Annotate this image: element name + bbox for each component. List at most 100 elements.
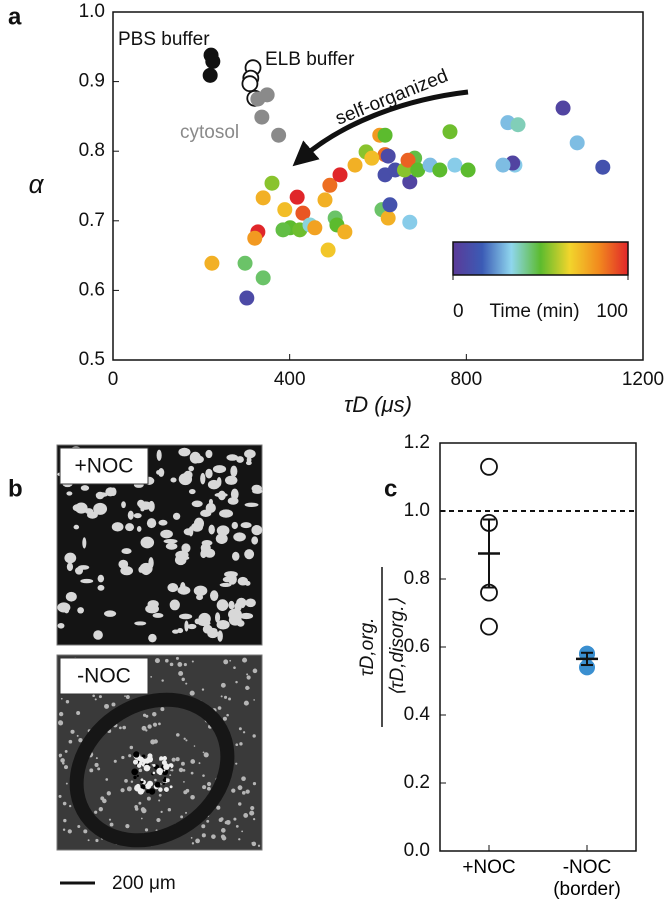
texture bbox=[118, 726, 122, 730]
texture bbox=[169, 662, 174, 667]
texture bbox=[191, 500, 203, 508]
texture bbox=[170, 477, 177, 483]
texture bbox=[138, 801, 142, 805]
texture bbox=[182, 768, 186, 772]
texture bbox=[77, 607, 84, 614]
texture bbox=[94, 810, 98, 814]
texture bbox=[144, 828, 149, 832]
texture bbox=[146, 780, 154, 787]
point bbox=[271, 127, 287, 143]
texture bbox=[57, 602, 71, 613]
texture bbox=[251, 484, 262, 493]
point bbox=[320, 242, 336, 258]
texture bbox=[125, 523, 135, 532]
texture bbox=[205, 468, 213, 479]
label-box bbox=[59, 657, 149, 695]
texture bbox=[63, 818, 67, 823]
point bbox=[400, 152, 416, 168]
texture bbox=[178, 613, 193, 620]
texture bbox=[235, 762, 238, 765]
point bbox=[442, 124, 458, 140]
texture bbox=[226, 454, 239, 461]
texture bbox=[95, 491, 105, 500]
y-tick-label: 0.9 bbox=[79, 71, 105, 92]
plot-frame bbox=[112, 11, 644, 361]
texture bbox=[86, 511, 98, 519]
texture bbox=[133, 775, 137, 780]
texture bbox=[156, 817, 161, 823]
texture bbox=[219, 582, 232, 587]
x-tick-label: 1200 bbox=[622, 369, 664, 390]
texture bbox=[175, 757, 180, 762]
texture bbox=[109, 822, 114, 827]
texture bbox=[68, 739, 73, 744]
point bbox=[480, 617, 498, 636]
texture bbox=[152, 771, 156, 775]
y-tick-label: 0.8 bbox=[404, 568, 430, 589]
texture bbox=[233, 817, 237, 821]
texture bbox=[73, 524, 80, 530]
texture bbox=[250, 805, 255, 811]
texture bbox=[190, 759, 196, 764]
colorbar-tick-label: 100 bbox=[596, 301, 628, 322]
texture bbox=[238, 727, 242, 731]
texture bbox=[145, 604, 160, 614]
texture bbox=[98, 806, 103, 812]
texture bbox=[224, 571, 238, 578]
texture bbox=[140, 507, 145, 512]
texture bbox=[180, 582, 186, 594]
y-label-numerator: τD,org. bbox=[357, 618, 378, 677]
texture bbox=[146, 796, 151, 801]
texture bbox=[138, 768, 143, 773]
texture bbox=[65, 700, 70, 704]
texture bbox=[60, 697, 63, 700]
point bbox=[410, 162, 426, 178]
texture bbox=[222, 716, 227, 721]
texture bbox=[65, 782, 68, 785]
texture bbox=[230, 488, 239, 500]
texture bbox=[141, 754, 146, 758]
texture bbox=[158, 519, 168, 526]
texture bbox=[242, 657, 248, 663]
point bbox=[364, 150, 380, 166]
texture bbox=[229, 659, 232, 662]
texture bbox=[158, 787, 163, 792]
point bbox=[250, 91, 266, 107]
x-tick-label: 800 bbox=[450, 369, 482, 390]
texture bbox=[252, 781, 257, 786]
texture bbox=[128, 754, 132, 758]
texture bbox=[226, 713, 229, 717]
colorbar-label: Time (min) bbox=[489, 301, 579, 322]
texture bbox=[156, 767, 164, 775]
texture bbox=[231, 521, 238, 530]
texture bbox=[252, 734, 256, 738]
texture bbox=[66, 491, 73, 496]
point bbox=[317, 192, 333, 208]
point bbox=[295, 205, 311, 221]
texture bbox=[228, 697, 231, 701]
texture bbox=[113, 759, 117, 763]
texture bbox=[163, 769, 166, 772]
texture bbox=[203, 752, 209, 758]
texture bbox=[220, 682, 226, 688]
texture bbox=[241, 830, 244, 833]
texture bbox=[160, 810, 163, 813]
texture bbox=[246, 673, 249, 676]
texture bbox=[251, 841, 257, 847]
texture bbox=[158, 722, 161, 726]
label-box bbox=[59, 447, 149, 485]
texture bbox=[169, 785, 173, 789]
texture bbox=[196, 594, 204, 601]
point bbox=[254, 109, 270, 125]
texture bbox=[126, 786, 132, 792]
texture bbox=[167, 583, 179, 593]
texture bbox=[251, 536, 259, 545]
texture bbox=[243, 700, 249, 706]
point bbox=[275, 222, 291, 238]
texture bbox=[220, 828, 226, 833]
y-tick-label: 0.6 bbox=[404, 636, 430, 657]
point bbox=[447, 157, 463, 173]
texture bbox=[201, 688, 205, 691]
panel-label: b bbox=[8, 475, 23, 502]
texture bbox=[111, 522, 124, 532]
